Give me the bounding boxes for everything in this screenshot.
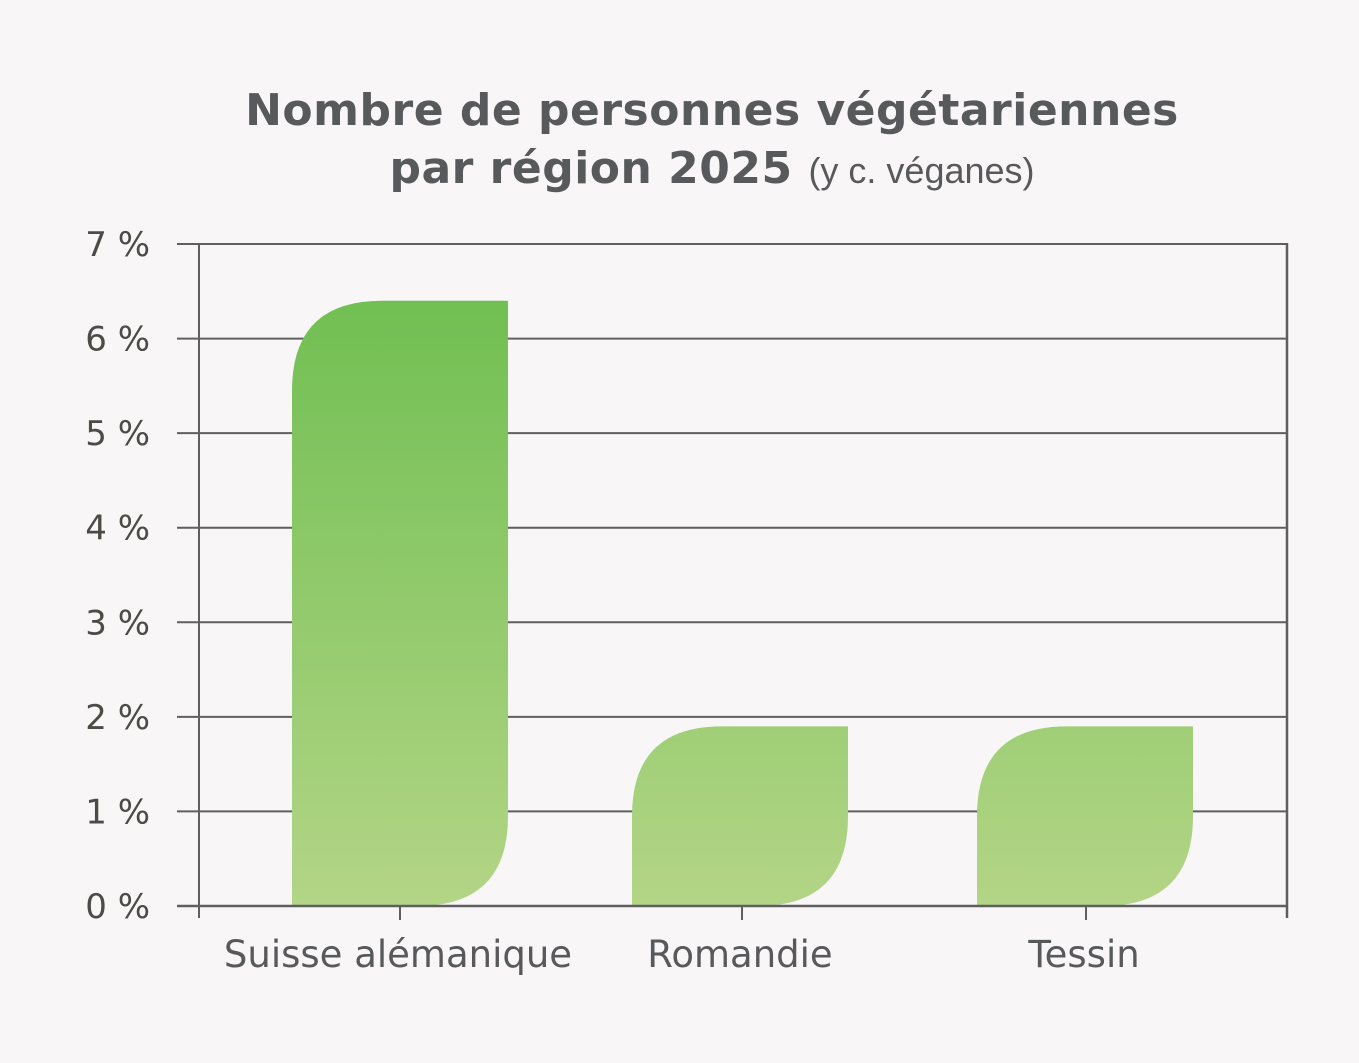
- chart-title-line2: par région 2025: [389, 143, 793, 194]
- x-category-label: Suisse alémanique: [224, 933, 572, 976]
- bar-romandie: [632, 726, 848, 906]
- y-tick-label: 7 %: [85, 225, 150, 265]
- y-tick-label: 3 %: [85, 603, 150, 643]
- y-axis-labels: 0 % 1 % 2 % 3 % 4 % 5 % 6 % 7 %: [85, 225, 150, 927]
- y-tick-label: 4 %: [85, 509, 150, 549]
- bar-suisse-al-manique: [292, 300, 508, 906]
- bars: [292, 300, 1193, 906]
- y-tick-label: 6 %: [85, 320, 150, 360]
- x-category-label: Romandie: [647, 933, 832, 976]
- bar-tessin: [977, 726, 1193, 906]
- y-tick-label: 1 %: [85, 792, 150, 832]
- y-tick-label: 2 %: [85, 698, 150, 738]
- x-axis-labels: Suisse alémanique Romandie Tessin: [224, 933, 1140, 976]
- y-tick-label: 0 %: [85, 887, 150, 927]
- chart-subtitle: (y c. véganes): [808, 150, 1035, 191]
- chart-title: Nombre de personnes végétariennes par ré…: [0, 82, 1359, 200]
- x-category-label: Tessin: [1027, 933, 1139, 976]
- y-tick-label: 5 %: [85, 414, 150, 454]
- axes: [177, 243, 1289, 920]
- chart-title-line1: Nombre de personnes végétariennes: [245, 85, 1179, 136]
